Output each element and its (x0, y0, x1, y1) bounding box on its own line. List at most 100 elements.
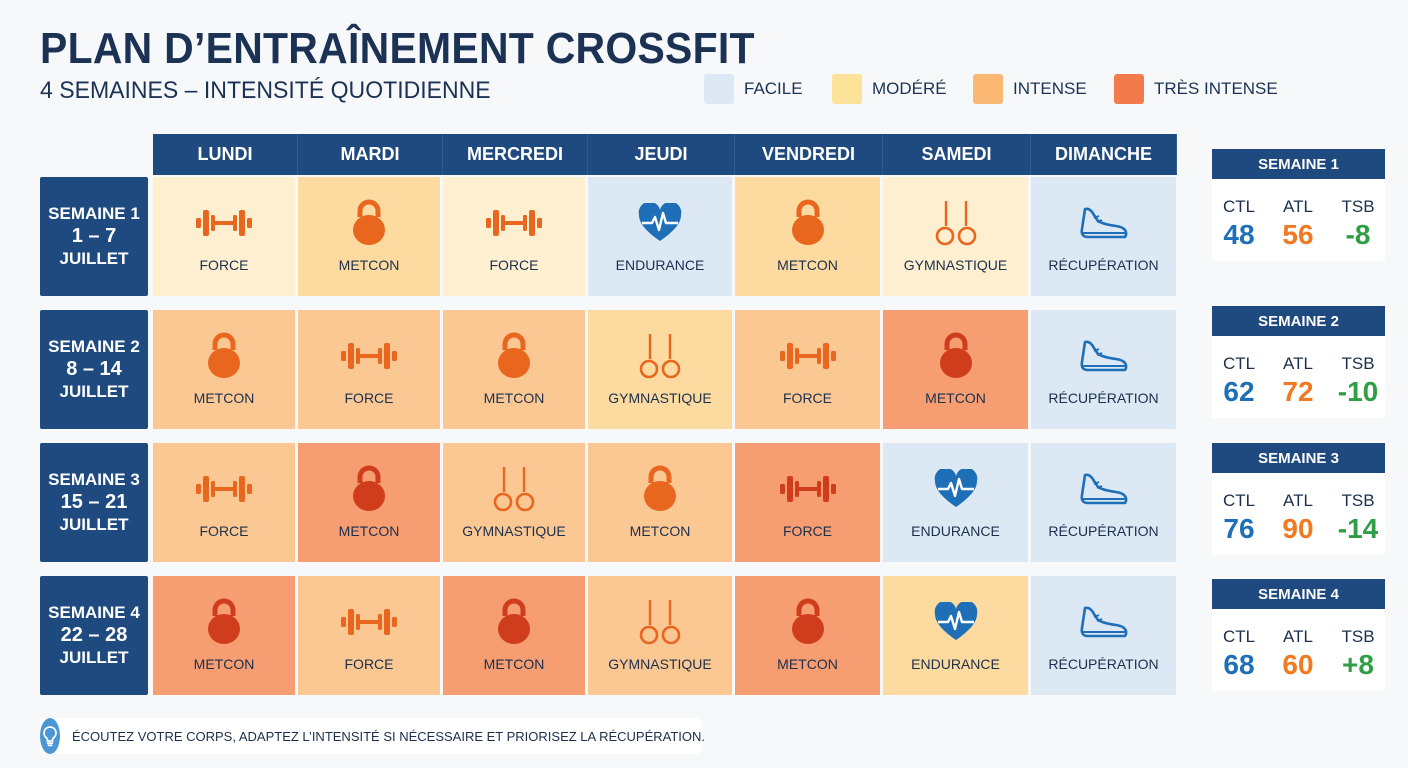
week-month: JUILLET (59, 249, 129, 268)
stat-card-week-2: SEMAINE 2 CTL 62 ATL 72 TSB -10 (1212, 306, 1385, 418)
stat-label: TSB (1341, 354, 1375, 373)
day-header-1: LUNDI (153, 134, 298, 175)
stat-ctl: CTL 68 (1214, 627, 1264, 681)
legend-item-intense: INTENSE (973, 74, 1087, 104)
activity-label: RÉCUPÉRATION (1048, 257, 1159, 273)
day-cell: METCON (153, 576, 295, 695)
stat-card-body: CTL 68 ATL 60 TSB +8 (1212, 609, 1385, 691)
stat-card-body: CTL 62 ATL 72 TSB -10 (1212, 336, 1385, 418)
barbell-icon (484, 199, 544, 247)
stat-tsb: TSB -10 (1333, 354, 1383, 408)
stat-ctl: CTL 76 (1214, 491, 1264, 545)
legend-swatch (1114, 74, 1144, 104)
activity-label: GYMNASTIQUE (608, 656, 712, 672)
stat-atl: ATL 90 (1273, 491, 1323, 545)
day-cell: FORCE (443, 177, 585, 296)
shoe-icon (1074, 598, 1134, 646)
activity-label: FORCE (344, 390, 394, 406)
day-cell: ENDURANCE (883, 443, 1028, 562)
rings-icon (484, 465, 544, 513)
kettlebell-icon (778, 598, 838, 646)
activity-label: METCON (193, 656, 255, 672)
stat-value: 76 (1223, 513, 1255, 544)
day-cell: FORCE (153, 443, 295, 562)
legend-label: FACILE (744, 79, 803, 98)
stat-value: 72 (1282, 376, 1314, 407)
day-cell: RÉCUPÉRATION (1031, 443, 1176, 562)
day-header-4: JEUDI (588, 134, 735, 175)
activity-label: RÉCUPÉRATION (1048, 656, 1159, 672)
week-dates: 22 – 28 (60, 624, 128, 646)
day-cell: METCON (298, 177, 440, 296)
kettlebell-icon (778, 199, 838, 247)
kettlebell-icon (194, 332, 254, 380)
stat-card-title: SEMAINE 4 (1212, 579, 1385, 609)
day-cell: ENDURANCE (588, 177, 732, 296)
day-cell: FORCE (153, 177, 295, 296)
barbell-icon (194, 199, 254, 247)
activity-label: GYMNASTIQUE (462, 523, 566, 539)
activity-label: METCON (338, 257, 400, 273)
activity-label: METCON (925, 390, 986, 406)
activity-label: FORCE (344, 656, 394, 672)
stat-label: ATL (1283, 197, 1313, 216)
week-month: JUILLET (59, 515, 129, 534)
stat-atl: ATL 56 (1273, 197, 1323, 251)
day-header-7: DIMANCHE (1031, 134, 1177, 175)
week-name: SEMAINE 4 (48, 603, 140, 622)
day-cell: METCON (443, 310, 585, 429)
day-cell: METCON (153, 310, 295, 429)
day-cell: ENDURANCE (883, 576, 1028, 695)
stat-label: CTL (1222, 354, 1256, 373)
activity-label: METCON (629, 523, 691, 539)
day-header-5: VENDREDI (735, 134, 883, 175)
stat-label: ATL (1283, 627, 1313, 646)
stat-value: 68 (1223, 649, 1255, 680)
tip-text: ÉCOUTEZ VOTRE CORPS, ADAPTEZ L’INTENSITÉ… (72, 728, 706, 744)
tip-banner: ÉCOUTEZ VOTRE CORPS, ADAPTEZ L’INTENSITÉ… (40, 718, 706, 754)
stat-value: -10 (1337, 376, 1379, 407)
week-label-3: SEMAINE 3 15 – 21 JUILLET (40, 443, 148, 562)
activity-label: GYMNASTIQUE (903, 257, 1008, 273)
stat-value: -14 (1337, 513, 1379, 544)
stat-tsb: TSB +8 (1333, 627, 1383, 681)
rings-icon (630, 332, 690, 380)
legend-item-facile: FACILE (704, 74, 803, 104)
kettlebell-icon (339, 465, 399, 513)
stat-label: TSB (1341, 491, 1375, 510)
stat-value: 48 (1223, 219, 1255, 250)
legend-label: INTENSE (1013, 79, 1087, 98)
legend-item-modere: MODÉRÉ (832, 74, 947, 104)
stat-label: TSB (1341, 197, 1375, 216)
barbell-icon (778, 465, 838, 513)
heart-icon (926, 465, 986, 513)
week-name: SEMAINE 3 (48, 470, 140, 489)
day-cell: FORCE (735, 310, 880, 429)
barbell-icon (339, 598, 399, 646)
activity-label: GYMNASTIQUE (608, 390, 712, 406)
stat-atl: ATL 60 (1273, 627, 1323, 681)
kettlebell-icon (926, 332, 986, 380)
day-header-3: MERCREDI (443, 134, 588, 175)
day-cell: METCON (735, 177, 880, 296)
week-name: SEMAINE 2 (48, 337, 140, 356)
legend-swatch (832, 74, 862, 104)
shoe-icon (1074, 332, 1134, 380)
day-cell: METCON (588, 443, 732, 562)
page-subtitle: 4 SEMAINES – INTENSITÉ QUOTIDIENNE (40, 77, 491, 104)
day-cell: GYMNASTIQUE (443, 443, 585, 562)
stat-card-title: SEMAINE 1 (1212, 149, 1385, 179)
heart-icon (630, 199, 690, 247)
shoe-icon (1074, 199, 1134, 247)
stat-ctl: CTL 62 (1214, 354, 1264, 408)
day-cell: FORCE (298, 310, 440, 429)
day-cell: RÉCUPÉRATION (1031, 177, 1176, 296)
stat-card-title: SEMAINE 2 (1212, 306, 1385, 336)
week-label-4: SEMAINE 4 22 – 28 JUILLET (40, 576, 148, 695)
stat-label: TSB (1341, 627, 1375, 646)
day-cell: METCON (298, 443, 440, 562)
week-dates: 1 – 7 (71, 225, 117, 247)
activity-label: METCON (777, 656, 838, 672)
stat-label: CTL (1222, 627, 1256, 646)
shoe-icon (1074, 465, 1134, 513)
